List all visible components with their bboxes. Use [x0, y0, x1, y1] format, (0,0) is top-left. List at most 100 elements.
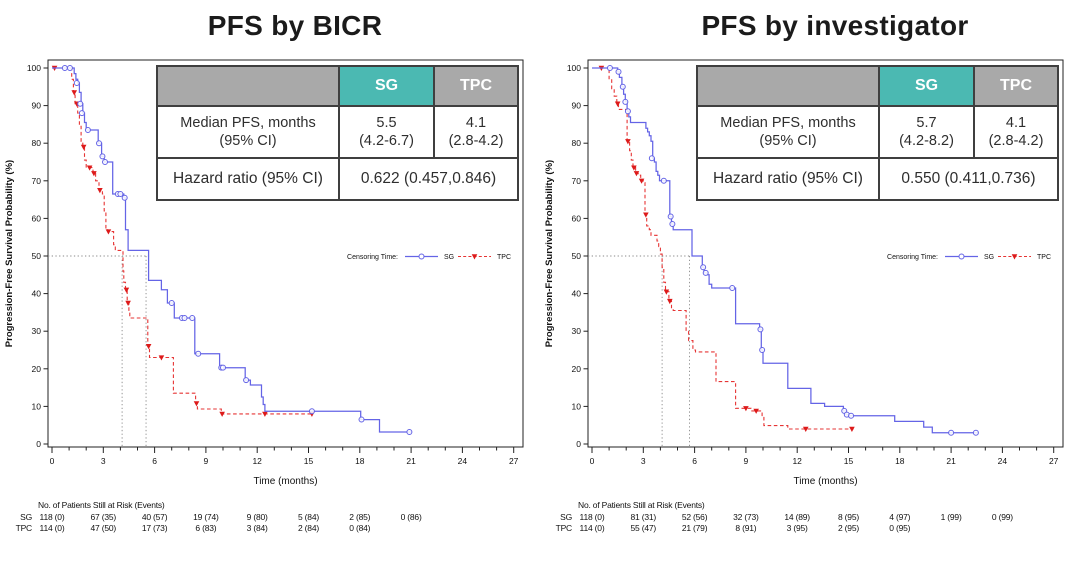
y-tick-label: 10	[572, 401, 582, 411]
risk-value: 114 (0)	[39, 523, 65, 533]
sg-censor-marker	[121, 194, 128, 201]
risk-value: 3 (95)	[786, 523, 808, 533]
tpc-censor-marker	[193, 401, 200, 407]
tpc-censor-marker	[633, 171, 640, 177]
y-axis-title: Progression-Free Survival Probability (%…	[544, 160, 555, 347]
x-tick-label: 6	[152, 456, 157, 466]
risk-table-investigator: No. of Patients Still at Risk (Events) SG…	[540, 497, 1080, 577]
panel-title: PFS by BICR	[207, 10, 383, 41]
sg-censor-marker	[700, 264, 707, 271]
tpc-censor-marker	[91, 171, 97, 177]
risk-row-label-tpc: TPC	[555, 523, 573, 533]
risk-value: 118 (0)	[39, 512, 65, 522]
risk-value: 8 (91)	[735, 523, 757, 533]
median-label-line1: Median PFS, months	[180, 114, 316, 131]
summary-blank-cell	[156, 65, 340, 107]
hazard-ratio-label: Hazard ratio (95% CI)	[696, 157, 880, 201]
tpc-censor-marker	[71, 90, 78, 96]
tpc-ci: (2.8-4.2)	[448, 133, 504, 149]
y-tick-label: 50	[32, 251, 42, 261]
risk-value: 3 (84)	[246, 523, 268, 533]
tpc-ci: (2.8-4.2)	[988, 133, 1044, 149]
tpc-censor-marker	[219, 411, 225, 417]
x-tick-label: 21	[946, 456, 956, 466]
tpc-censor-marker	[638, 178, 645, 184]
plot-frame	[47, 59, 524, 448]
y-tick-label: 70	[572, 176, 582, 186]
sg-censor-marker	[624, 108, 631, 115]
y-tick-label: 70	[32, 176, 42, 186]
legend-sg-marker	[958, 253, 965, 260]
sg-censor-marker	[615, 68, 622, 75]
y-tick-label: 0	[36, 439, 41, 449]
risk-row-label-sg: SG	[20, 512, 32, 522]
risk-value: 2 (85)	[349, 512, 371, 522]
summary-median-row: Median PFS, months (95% CI) 5.7 (4.2-8.2) …	[696, 105, 1059, 159]
sg-censor-marker	[102, 159, 109, 165]
x-tick-label: 0	[590, 456, 595, 466]
risk-value: 55 (47)	[630, 523, 657, 533]
sg-censor-marker	[606, 65, 613, 71]
median-pfs-label: Median PFS, months (95% CI)	[696, 105, 880, 159]
tpc-censor-marker	[663, 289, 670, 295]
sg-censor-marker	[73, 80, 80, 87]
plot-frame	[587, 59, 1064, 448]
legend-sg-marker	[418, 253, 425, 260]
x-tick-label: 21	[406, 456, 416, 466]
x-tick-label: 15	[844, 456, 854, 466]
x-axis-title: Time (months)	[793, 476, 857, 487]
tpc-median-value: 4.1 (2.8-4.2)	[973, 105, 1059, 159]
legend-tpc-marker	[1011, 254, 1018, 260]
risk-value: 17 (73)	[141, 523, 168, 533]
risk-value: 52 (56)	[681, 512, 708, 522]
y-tick-label: 0	[576, 439, 581, 449]
sg-censor-marker	[66, 65, 73, 71]
sg-censor-marker	[358, 416, 365, 423]
tpc-censor-marker	[753, 408, 759, 414]
tpc-median: 4.1	[1005, 114, 1027, 131]
legend-tpc-label: TPC	[1037, 254, 1051, 261]
hazard-ratio-value: 0.550 (0.411,0.736)	[878, 157, 1059, 201]
sg-censor-marker	[848, 412, 855, 419]
sg-censor-marker	[96, 140, 103, 147]
tpc-censor-marker	[743, 406, 749, 412]
risk-row-label-tpc: TPC	[15, 523, 33, 533]
sg-censor-marker	[702, 269, 709, 276]
sg-censor-marker	[948, 429, 955, 436]
x-tick-label: 6	[692, 456, 697, 466]
sg-censor-marker	[243, 377, 250, 384]
risk-table-header: No. of Patients Still at Risk (Events)	[578, 500, 705, 510]
x-tick-label: 24	[998, 456, 1008, 466]
risk-value: 0 (84)	[349, 523, 371, 533]
sg-censor-marker	[729, 284, 736, 291]
summary-table-bicr: SG TPC Median PFS, months (95% CI) 5.5 (4.…	[156, 65, 519, 201]
y-tick-label: 20	[572, 364, 582, 374]
sg-censor-marker	[308, 408, 315, 415]
y-tick-label: 80	[572, 138, 582, 148]
y-tick-label: 90	[572, 101, 582, 111]
tpc-curve	[592, 67, 854, 430]
y-tick-label: 40	[572, 289, 582, 299]
y-tick-label: 40	[32, 289, 42, 299]
x-tick-label: 9	[744, 456, 749, 466]
risk-value: 47 (50)	[90, 523, 117, 533]
panel-pfs-investigator: PFS by investigator 0 10 20 30 40 50 60 70 80 90 1…	[540, 0, 1080, 579]
sg-censor-marker	[195, 350, 202, 357]
y-tick-label: 60	[32, 213, 42, 223]
tpc-censor-marker	[849, 426, 855, 432]
tpc-censor-marker	[80, 144, 87, 150]
x-tick-label: 9	[204, 456, 209, 466]
sg-censor-marker	[99, 153, 106, 160]
median-label-line2: (95% CI)	[219, 133, 277, 149]
risk-table-bicr: No. of Patients Still at Risk (Events) SG…	[0, 497, 540, 577]
y-tick-label: 100	[27, 63, 41, 73]
risk-value: 9 (80)	[246, 512, 268, 522]
risk-row-label-sg: SG	[560, 512, 572, 522]
y-tick-label: 30	[572, 326, 582, 336]
y-tick-label: 90	[32, 101, 42, 111]
x-tick-label: 27	[1049, 456, 1059, 466]
tpc-censor-marker	[97, 188, 103, 194]
x-tick-label: 27	[509, 456, 519, 466]
risk-value: 8 (95)	[837, 512, 859, 522]
